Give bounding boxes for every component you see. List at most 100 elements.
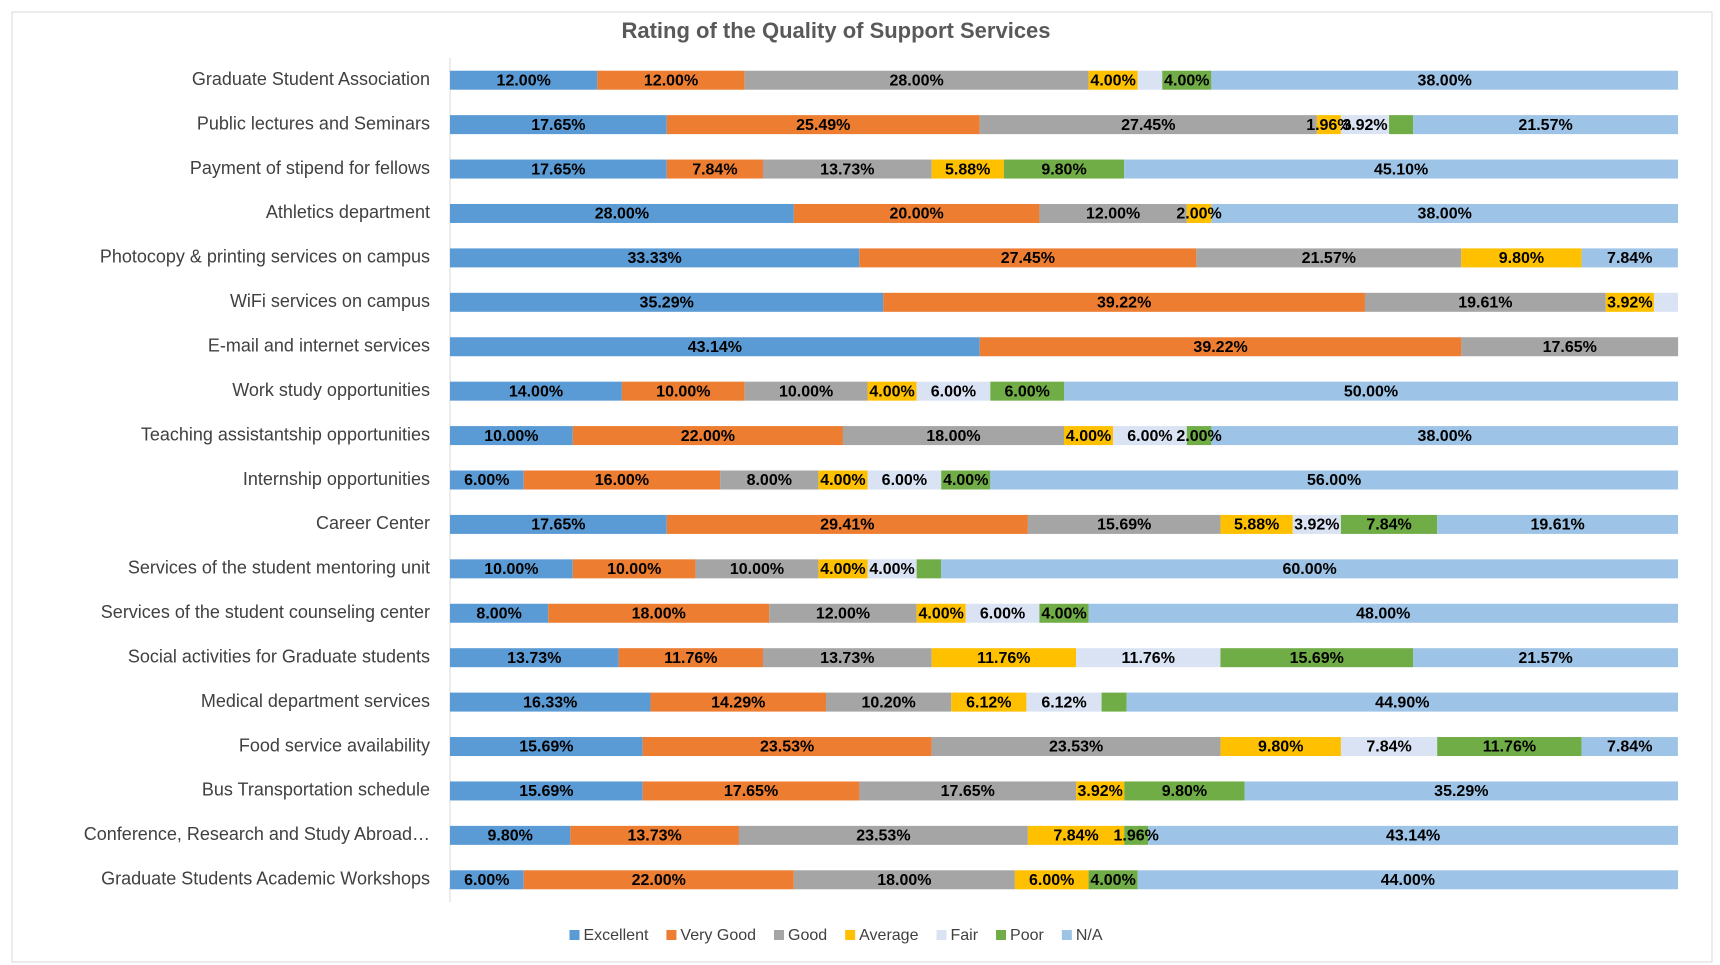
bar-segment [1292, 514, 1341, 534]
data-label: 5.88% [1234, 517, 1279, 534]
data-label: 43.14% [688, 339, 742, 356]
bar-segment [1064, 426, 1114, 446]
data-label: 21.57% [1518, 117, 1572, 134]
bar-segment [1113, 426, 1187, 446]
data-label: 1.96% [1306, 117, 1351, 134]
bar-segment [621, 381, 745, 401]
bar-segment [1196, 248, 1462, 268]
bar-segment [867, 470, 942, 490]
data-label: 45.10% [1374, 161, 1428, 178]
data-label: 33.33% [628, 250, 682, 267]
bar-segment [450, 426, 573, 446]
bar-segment [1027, 825, 1125, 845]
data-label: 15.69% [1097, 517, 1151, 534]
data-label: 4.00% [943, 472, 988, 489]
data-label: 35.29% [640, 295, 694, 312]
bar-segment [1014, 870, 1089, 890]
data-label: 6.00% [1127, 428, 1172, 445]
bar-segment [450, 737, 643, 757]
bar-segment [1437, 737, 1582, 757]
data-label: 22.00% [632, 872, 686, 889]
bar-segment [1137, 70, 1163, 90]
bar-segment [763, 648, 932, 668]
data-label: 18.00% [877, 872, 931, 889]
chart-title: Rating of the Quality of Support Service… [621, 18, 1050, 43]
data-label: 6.12% [1041, 694, 1086, 711]
data-label: 44.00% [1381, 872, 1435, 889]
data-label: 17.65% [941, 783, 995, 800]
y-tick-label: Services of the student mentoring unit [128, 558, 430, 578]
y-tick-label: Internship opportunities [243, 469, 430, 489]
bar-segment [450, 514, 667, 534]
bar-segment [1211, 203, 1678, 223]
data-label: 23.53% [1049, 739, 1103, 756]
data-label: 8.00% [476, 605, 521, 622]
data-label: 4.00% [919, 605, 964, 622]
bar-segment [1076, 648, 1221, 668]
y-tick-label: Graduate Student Association [192, 69, 430, 89]
data-label: 4.00% [1066, 428, 1111, 445]
data-label: 6.00% [1029, 872, 1074, 889]
bar-segment [1027, 514, 1221, 534]
data-label: 39.22% [1097, 295, 1151, 312]
data-label: 17.65% [1543, 339, 1597, 356]
bar-segment [695, 559, 819, 579]
bar-segment [763, 159, 932, 179]
bar-segment [1088, 70, 1138, 90]
data-label: 6.00% [464, 472, 509, 489]
bar-segment [618, 648, 764, 668]
bar-segment [738, 825, 1028, 845]
y-tick-label: Bus Transportation schedule [202, 780, 430, 800]
bar-segment [916, 381, 991, 401]
y-tick-label: WiFi services on campus [230, 291, 430, 311]
bar-segment [859, 781, 1077, 801]
data-label: 29.41% [820, 517, 874, 534]
legend-label: Excellent [583, 927, 648, 944]
bar-segment [450, 203, 794, 223]
data-label: 6.00% [1004, 383, 1049, 400]
legend-swatch [845, 930, 856, 940]
bar-segment [1461, 248, 1582, 268]
data-label: 18.00% [632, 605, 686, 622]
bar-segment [818, 470, 868, 490]
data-label: 43.14% [1386, 828, 1440, 845]
data-label: 17.65% [531, 161, 585, 178]
data-label: 11.76% [664, 650, 717, 667]
data-label: 12.00% [1086, 206, 1140, 223]
y-tick-label: Career Center [316, 513, 430, 533]
data-label: 12.00% [497, 72, 551, 89]
bar-segment [1413, 648, 1678, 668]
data-label: 12.00% [644, 72, 698, 89]
data-label: 11.76% [1483, 739, 1536, 756]
data-label: 7.84% [1607, 739, 1652, 756]
data-label: 9.80% [1258, 739, 1303, 756]
data-label: 4.00% [869, 561, 914, 578]
bar-segment [1126, 692, 1678, 712]
bar-segment [450, 248, 860, 268]
data-label: 9.80% [1041, 161, 1086, 178]
bar-segment [1605, 292, 1654, 312]
legend-label: Average [859, 927, 918, 944]
data-label: 20.00% [890, 206, 944, 223]
bar-segment [572, 559, 696, 579]
data-label: 22.00% [681, 428, 735, 445]
data-label: 4.00% [869, 383, 914, 400]
bar-segment [1437, 514, 1678, 534]
bar-segment [548, 603, 770, 623]
bar-segment [965, 603, 1040, 623]
y-tick-label: Photocopy & printing services on campus [100, 247, 430, 267]
data-label: 6.00% [464, 872, 509, 889]
bar-segment [1340, 514, 1438, 534]
y-tick-label: Food service availability [239, 735, 430, 755]
data-label: 6.00% [882, 472, 927, 489]
data-label: 10.00% [656, 383, 710, 400]
y-tick-label: Public lectures and Seminars [197, 113, 430, 133]
data-label: 4.00% [1164, 72, 1209, 89]
data-label: 44.90% [1375, 694, 1429, 711]
data-label: 2.00% [1176, 206, 1221, 223]
y-tick-label: Work study opportunities [232, 380, 430, 400]
bar-segment [523, 470, 721, 490]
bar-segment [450, 559, 573, 579]
bar-segment [666, 115, 980, 135]
legend-label: Fair [950, 927, 978, 944]
